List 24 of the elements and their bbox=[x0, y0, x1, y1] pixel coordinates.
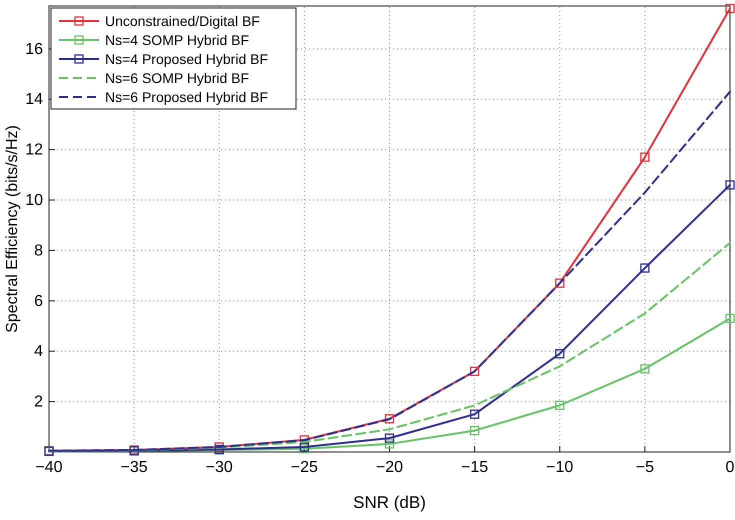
x-tick-label: −30 bbox=[206, 459, 233, 476]
legend-label: Unconstrained/Digital BF bbox=[105, 13, 260, 29]
y-tick-label: 10 bbox=[25, 192, 44, 210]
x-tick-label: −5 bbox=[636, 459, 654, 476]
x-tick-label: −20 bbox=[376, 459, 404, 476]
x-tick-label: −25 bbox=[290, 459, 318, 476]
x-tick-label: −40 bbox=[35, 459, 63, 476]
x-axis-title: SNR (dB) bbox=[353, 493, 426, 512]
y-tick-label: 6 bbox=[34, 292, 44, 310]
y-tick-label: 8 bbox=[34, 242, 44, 260]
y-tick-label: 14 bbox=[25, 91, 44, 108]
legend-label: Ns=6 Proposed Hybrid BF bbox=[105, 89, 268, 105]
legend-label: Ns=4 SOMP Hybrid BF bbox=[105, 32, 250, 48]
y-tick-label: 12 bbox=[25, 142, 44, 159]
y-axis-title: Spectral Efficiency (bits/s/Hz) bbox=[4, 125, 21, 333]
x-tick-label: −35 bbox=[120, 459, 148, 476]
legend-label: Ns=4 Proposed Hybrid BF bbox=[105, 51, 268, 67]
x-tick-label: −15 bbox=[461, 459, 488, 476]
x-tick-label: −10 bbox=[546, 459, 574, 476]
x-tick-label: 0 bbox=[726, 459, 735, 476]
legend-label: Ns=6 SOMP Hybrid BF bbox=[105, 70, 250, 86]
y-tick-label: 16 bbox=[25, 40, 44, 58]
y-tick-label: 2 bbox=[34, 394, 44, 411]
y-tick-label: 4 bbox=[34, 343, 44, 360]
